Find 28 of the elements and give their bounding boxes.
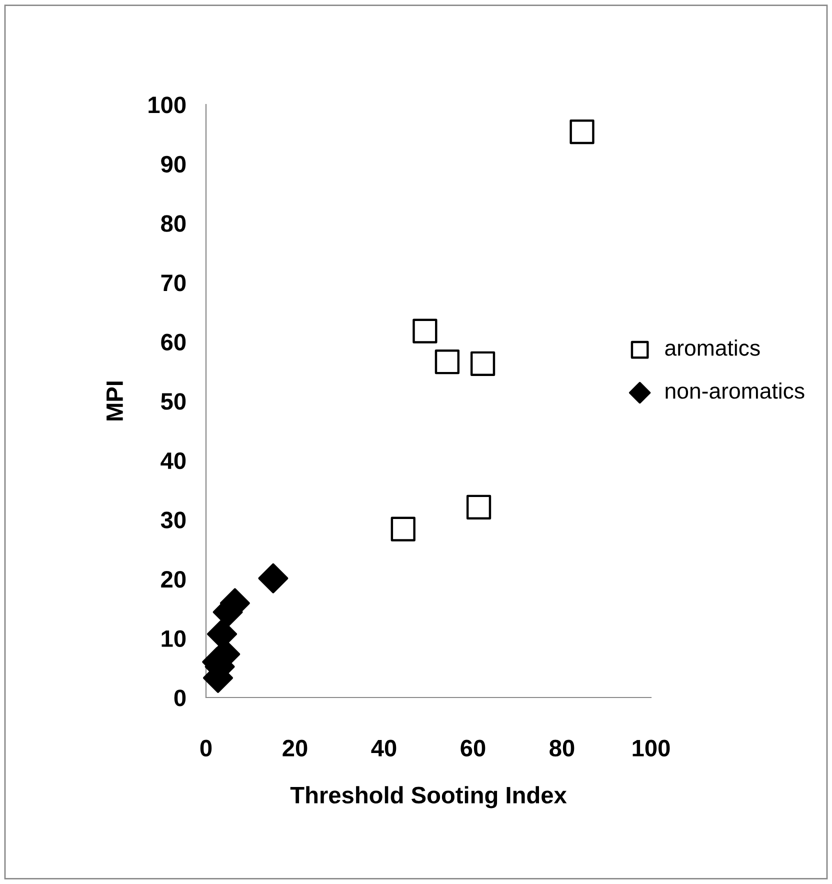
point <box>434 350 460 374</box>
x-tick-label: 80 <box>550 740 574 757</box>
point <box>390 516 416 542</box>
x-axis-title: Threshold Sooting Index <box>290 786 567 808</box>
y-tick-label: 100 <box>148 96 186 114</box>
y-tick-label: 40 <box>160 452 186 470</box>
legend-label: aromatics <box>665 340 760 356</box>
x-tick-label: 40 <box>371 740 396 757</box>
legend-label: non-aromatics <box>666 382 804 399</box>
point <box>258 563 288 594</box>
point <box>412 318 438 344</box>
y-tick-label: 90 <box>161 156 186 173</box>
point <box>466 494 492 520</box>
y-tick-label: 60 <box>161 334 186 350</box>
y-tick-label: 80 <box>161 215 186 232</box>
x-tick-label: 0 <box>200 740 212 757</box>
y-tick-label: 50 <box>161 393 186 410</box>
y-tick-label: 0 <box>174 690 186 706</box>
y-tick-label: 70 <box>161 274 186 292</box>
x-tick-label: 100 <box>632 740 670 757</box>
y-tick-label: 20 <box>161 570 186 588</box>
point <box>570 119 594 144</box>
y-tick-label: 30 <box>160 512 186 528</box>
y-axis-title: MPI <box>106 382 123 420</box>
x-tick-label: 60 <box>460 740 486 757</box>
point <box>470 351 496 376</box>
x-tick-label: 20 <box>282 740 308 757</box>
y-tick-label: 10 <box>162 630 186 647</box>
